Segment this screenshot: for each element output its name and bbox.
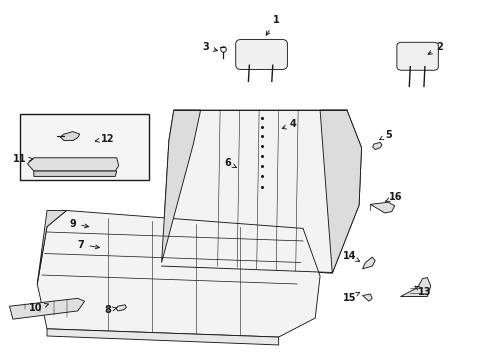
- Polygon shape: [400, 278, 430, 297]
- Text: 2: 2: [427, 42, 442, 54]
- Polygon shape: [37, 211, 66, 284]
- Text: 11: 11: [13, 154, 33, 164]
- Polygon shape: [9, 298, 84, 319]
- Text: 5: 5: [379, 130, 391, 140]
- Text: 16: 16: [385, 192, 402, 202]
- Text: 4: 4: [282, 120, 296, 129]
- Polygon shape: [161, 110, 200, 262]
- Polygon shape: [116, 305, 126, 311]
- Text: 3: 3: [202, 42, 217, 52]
- Polygon shape: [362, 294, 371, 301]
- FancyBboxPatch shape: [396, 42, 437, 70]
- Text: 9: 9: [69, 219, 88, 229]
- Text: 14: 14: [342, 251, 359, 261]
- Polygon shape: [60, 132, 80, 140]
- Polygon shape: [161, 110, 361, 273]
- Text: 6: 6: [224, 158, 236, 168]
- Polygon shape: [372, 142, 381, 149]
- Polygon shape: [320, 110, 361, 273]
- Polygon shape: [27, 158, 119, 171]
- Polygon shape: [37, 211, 320, 337]
- Text: 15: 15: [342, 292, 359, 303]
- Polygon shape: [362, 257, 374, 269]
- Text: 13: 13: [414, 286, 431, 297]
- Text: 10: 10: [29, 303, 48, 314]
- Bar: [20, 114, 149, 180]
- Text: 7: 7: [78, 239, 99, 249]
- Text: 1: 1: [265, 15, 279, 35]
- FancyBboxPatch shape: [235, 40, 287, 69]
- Text: 8: 8: [104, 305, 117, 315]
- Polygon shape: [47, 329, 278, 345]
- Polygon shape: [369, 202, 394, 213]
- Text: 12: 12: [95, 134, 115, 144]
- Polygon shape: [34, 171, 117, 176]
